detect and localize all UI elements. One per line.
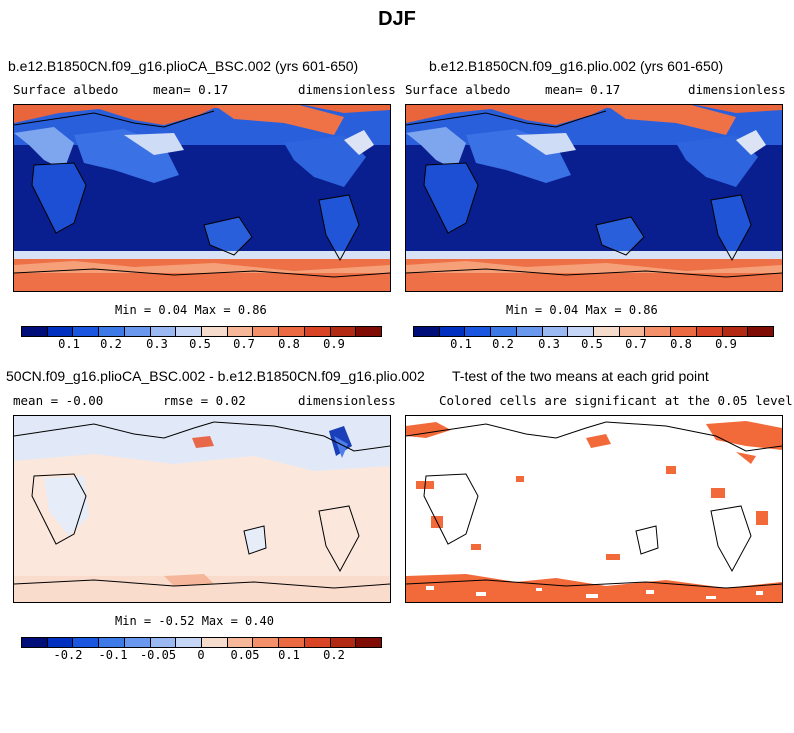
colorbar-swatch <box>279 327 305 336</box>
colorbar-tick-label: 0.9 <box>323 337 345 351</box>
colorbar-swatch <box>73 638 100 647</box>
panel4-title: T-test of the two means at each grid poi… <box>452 368 709 384</box>
panel3-rmse: rmse = 0.02 <box>163 393 246 408</box>
colorbar-tick-label: 0.9 <box>715 337 737 351</box>
colorbar-swatch <box>124 638 151 647</box>
panel4-significance-map <box>405 415 783 603</box>
colorbar-swatch <box>253 638 280 647</box>
colorbar-swatch <box>304 327 331 336</box>
colorbar-tick-label: 0.3 <box>538 337 560 351</box>
colorbar-swatch <box>22 638 48 647</box>
panel4-subtitle: Colored cells are significant at the 0.0… <box>439 393 793 408</box>
colorbar-swatch <box>465 327 492 336</box>
panel3-units: dimensionless <box>298 393 396 408</box>
colorbar-tick-label: 0.2 <box>100 337 122 351</box>
figure-title: DJF <box>378 8 416 30</box>
colorbar-tick-label: -0.1 <box>98 648 128 662</box>
panel1-variable: Surface albedo <box>13 82 119 97</box>
colorbar-swatch <box>47 327 74 336</box>
colorbar-swatch <box>748 327 774 336</box>
colorbar-swatch <box>491 327 517 336</box>
colorbar-swatch <box>279 638 305 647</box>
panel1-map-graphic <box>14 105 390 291</box>
panel2-minmax: Min = 0.04 Max = 0.86 <box>506 303 658 317</box>
colorbar-swatch <box>330 327 357 336</box>
colorbar-swatch <box>542 327 569 336</box>
colorbar-tick-label: 0.2 <box>323 648 345 662</box>
colorbar-swatch <box>356 327 382 336</box>
colorbar-swatch <box>227 327 254 336</box>
panel2-colorbar-labels: 0.1 0.2 0.3 0.5 0.7 0.8 0.9 <box>413 336 772 352</box>
colorbar-tick-label: 0.7 <box>625 337 647 351</box>
panel2-units: dimensionless <box>688 82 786 97</box>
colorbar-tick-label: 0.5 <box>189 337 211 351</box>
colorbar-swatch <box>202 327 228 336</box>
colorbar-swatch <box>671 327 697 336</box>
colorbar-tick-label: -0.2 <box>53 648 83 662</box>
panel3-colorbar-labels: -0.2 -0.1 -0.05 0 0.05 0.1 0.2 <box>21 647 380 663</box>
panel4-map-graphic <box>406 416 782 602</box>
colorbar-swatch <box>202 638 228 647</box>
colorbar-swatch <box>722 327 749 336</box>
panel3-minmax: Min = -0.52 Max = 0.40 <box>115 614 274 628</box>
panel3-difference-map <box>13 415 391 603</box>
colorbar-swatch <box>516 327 543 336</box>
panel1-albedo-map <box>13 104 391 292</box>
colorbar-swatch <box>594 327 620 336</box>
colorbar-tick-label: 0.1 <box>58 337 80 351</box>
colorbar-tick-label: -0.05 <box>139 648 177 662</box>
colorbar-tick-label: 0.2 <box>492 337 514 351</box>
colorbar-tick-label: 0.8 <box>670 337 692 351</box>
panel3-mean: mean = -0.00 <box>13 393 104 408</box>
colorbar-tick-label: 0 <box>197 648 205 662</box>
colorbar-swatch <box>619 327 646 336</box>
panel2-title: b.e12.B1850CN.f09_g16.plio.002 (yrs 601-… <box>429 58 724 74</box>
colorbar-swatch <box>414 327 440 336</box>
colorbar-swatch <box>227 638 254 647</box>
colorbar-swatch <box>99 638 125 647</box>
colorbar-swatch <box>73 327 100 336</box>
colorbar-swatch <box>176 327 203 336</box>
panel1-colorbar-labels: 0.1 0.2 0.3 0.5 0.7 0.8 0.9 <box>21 336 380 352</box>
colorbar-tick-label: 0.5 <box>581 337 603 351</box>
colorbar-tick-label: 0.1 <box>450 337 472 351</box>
colorbar-swatch <box>568 327 595 336</box>
colorbar-tick-label: 0.7 <box>233 337 255 351</box>
panel1-units: dimensionless <box>298 82 396 97</box>
colorbar-swatch <box>150 638 177 647</box>
panel1-minmax: Min = 0.04 Max = 0.86 <box>115 303 267 317</box>
colorbar-tick-label: 0.8 <box>278 337 300 351</box>
panel2-mean: mean= 0.17 <box>545 82 621 97</box>
colorbar-swatch <box>253 327 280 336</box>
colorbar-swatch <box>124 327 151 336</box>
colorbar-swatch <box>99 327 125 336</box>
panel2-variable: Surface albedo <box>405 82 511 97</box>
colorbar-tick-label: 0.05 <box>230 648 260 662</box>
colorbar-swatch <box>330 638 357 647</box>
panel1-title: b.e12.B1850CN.f09_g16.plioCA_BSC.002 (yr… <box>8 58 359 74</box>
colorbar-tick-label: 0.3 <box>146 337 168 351</box>
panel3-title: 50CN.f09_g16.plioCA_BSC.002 - b.e12.B185… <box>6 368 425 384</box>
colorbar-swatch <box>696 327 723 336</box>
colorbar-swatch <box>150 327 177 336</box>
colorbar-swatch <box>47 638 74 647</box>
colorbar-swatch <box>645 327 672 336</box>
panel2-map-graphic <box>406 105 782 291</box>
colorbar-swatch <box>22 327 48 336</box>
colorbar-swatch <box>176 638 203 647</box>
colorbar-swatch <box>356 638 382 647</box>
panel1-colorbar <box>21 326 382 337</box>
colorbar-swatch <box>304 638 331 647</box>
panel3-map-graphic <box>14 416 390 602</box>
colorbar-tick-label: 0.1 <box>278 648 300 662</box>
panel2-albedo-map <box>405 104 783 292</box>
panel2-colorbar <box>413 326 774 337</box>
panel1-mean: mean= 0.17 <box>153 82 229 97</box>
panel3-colorbar <box>21 637 382 648</box>
colorbar-swatch <box>439 327 466 336</box>
